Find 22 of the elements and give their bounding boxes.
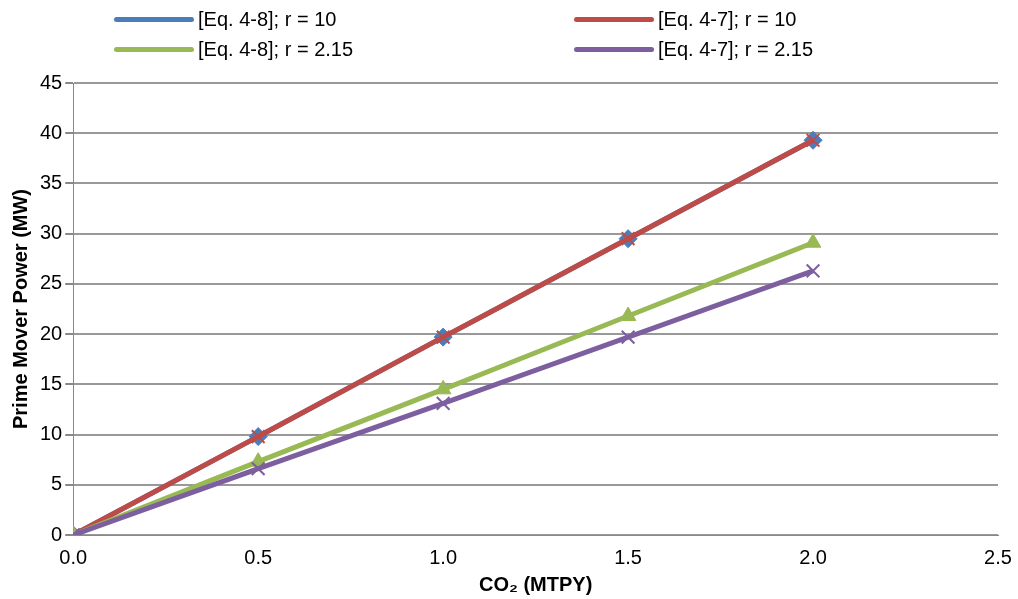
y-tick-label: 30 — [40, 221, 63, 244]
y-tick-label: 25 — [40, 271, 63, 294]
y-tick-label: 15 — [40, 371, 63, 394]
legend-label: [Eq. 4-7]; r = 10 — [658, 7, 797, 32]
x-tick-label: 0.0 — [59, 545, 88, 568]
x-tick-label: 1.0 — [429, 545, 458, 568]
y-tick-label: 45 — [40, 70, 63, 93]
y-tick-label: 5 — [51, 472, 63, 495]
legend-label: [Eq. 4-8]; r = 10 — [198, 7, 337, 32]
y-axis-title: Prime Mover Power (MW) — [8, 188, 31, 430]
y-tick-label: 0 — [51, 522, 63, 545]
x-tick-label: 0.5 — [244, 545, 273, 568]
y-tick-label: 20 — [40, 321, 63, 344]
y-tick-label: 35 — [40, 170, 63, 193]
x-axis-title: CO₂ (MTPY) — [478, 572, 593, 595]
x-tick-label: 1.5 — [614, 545, 642, 568]
y-tick-label: 10 — [40, 422, 63, 445]
x-tick-label: 2.0 — [799, 545, 827, 568]
x-tick-label: 2.5 — [984, 545, 1012, 568]
y-tick-label: 40 — [40, 120, 63, 143]
legend-label: [Eq. 4-8]; r = 2.15 — [198, 37, 354, 62]
legend-label: [Eq. 4-7]; r = 2.15 — [658, 37, 814, 62]
